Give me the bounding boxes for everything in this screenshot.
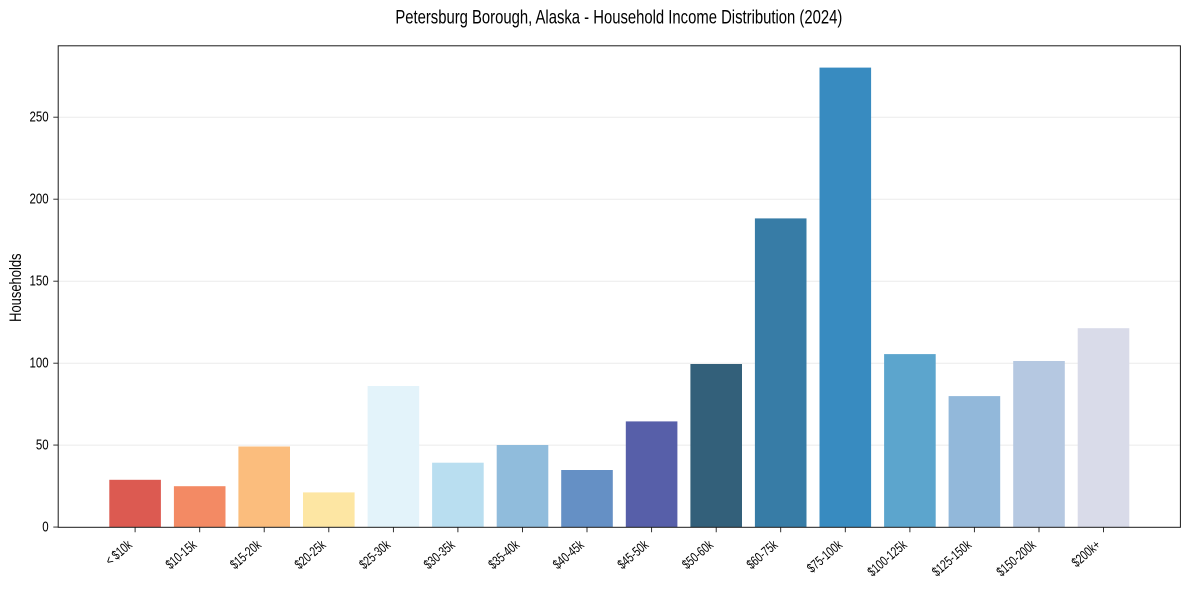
svg-text:Petersburg Borough, Alaska - H: Petersburg Borough, Alaska - Household I… bbox=[395, 6, 842, 28]
svg-text:100: 100 bbox=[29, 354, 48, 371]
svg-text:200: 200 bbox=[29, 190, 48, 207]
svg-text:250: 250 bbox=[29, 108, 48, 125]
svg-text:0: 0 bbox=[42, 518, 48, 535]
svg-text:150: 150 bbox=[29, 272, 48, 289]
svg-text:Households: Households bbox=[8, 254, 26, 322]
svg-text:50: 50 bbox=[36, 436, 49, 453]
